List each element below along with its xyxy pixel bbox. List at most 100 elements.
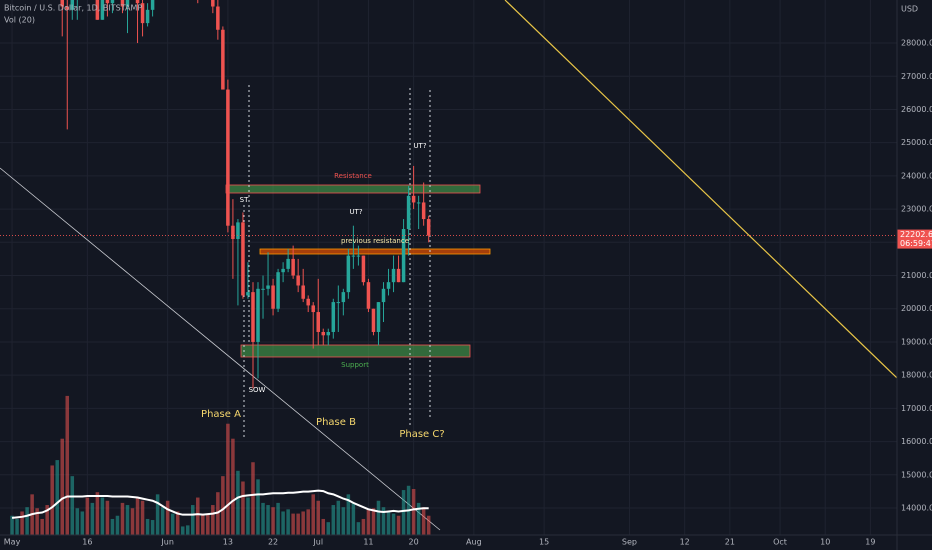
volume-bar [411, 488, 416, 535]
x-tick-label: 22 [268, 538, 278, 547]
candle-body [236, 222, 240, 239]
candle-body [231, 225, 235, 239]
y-tick-label: 19000.00 [901, 337, 932, 346]
y-tick-label: 24000.00 [901, 171, 932, 180]
x-tick-label: 19 [865, 538, 875, 547]
volume-bar [201, 513, 205, 535]
volume-bar [341, 507, 346, 535]
volume-bar [266, 505, 270, 535]
candle-body [120, 0, 125, 7]
volume-bar [65, 395, 70, 535]
volume-bar [336, 500, 341, 535]
annotation: SOW [249, 386, 266, 394]
candle-body [105, 0, 110, 4]
resistance-zone [225, 184, 481, 194]
drawings [0, 0, 897, 531]
volume-bar [110, 518, 115, 535]
candle-body [411, 195, 416, 203]
annotation: Support [341, 361, 369, 369]
x-tick-label: 13 [223, 538, 233, 547]
volume-bar [246, 497, 250, 535]
candle-body [311, 305, 315, 313]
candle-body [70, 0, 75, 10]
candle-body [95, 0, 100, 20]
candle-body [296, 275, 300, 286]
y-tick-label: 23000.00 [901, 205, 932, 214]
candle-body [211, 0, 215, 7]
volume-bar [356, 522, 361, 535]
candle-body [291, 258, 295, 276]
volume-bar [291, 513, 295, 535]
volume-bar [256, 479, 260, 535]
candle-body [301, 285, 305, 299]
x-tick-label: 16 [82, 538, 92, 547]
y-tick-label: 27000.00 [901, 72, 932, 81]
volume-bar [90, 502, 95, 535]
volume-bar [45, 505, 49, 535]
volume-bar [396, 515, 401, 535]
volume-bar [251, 462, 255, 535]
candle-body [361, 255, 366, 283]
countdown-label: 06:59:47 [900, 239, 932, 248]
volume-bar [180, 526, 185, 535]
volume-bar [306, 509, 310, 535]
volume-bar [316, 500, 320, 535]
volume-bar [321, 518, 326, 535]
volume-bar [376, 500, 381, 535]
candle-body [125, 0, 130, 7]
volume-bar [381, 507, 386, 535]
indicator-label: Vol (20) [4, 16, 35, 25]
y-tick-label: 21000.00 [901, 271, 932, 280]
volume-bar [55, 460, 59, 535]
annotation: Phase C? [399, 429, 444, 440]
candle-body [426, 219, 431, 236]
candle-body [226, 89, 230, 226]
volume-bar [226, 423, 230, 535]
candle-body [266, 285, 270, 289]
x-tick-label: Oct [773, 538, 787, 547]
volume-bar [216, 492, 220, 535]
last-price-label: 22202.63 [900, 230, 932, 239]
y-tick-label: 15000.00 [901, 470, 932, 479]
volume-bar [105, 500, 110, 535]
volume-bar [326, 522, 331, 535]
volume-bar [236, 470, 240, 535]
x-tick-label: 10 [820, 538, 830, 547]
candle-body [366, 282, 371, 309]
volume-bar [426, 515, 431, 535]
candle-body [321, 331, 326, 336]
volume-bar [366, 509, 371, 535]
trend-line [504, 0, 897, 379]
candle-body [416, 202, 421, 204]
candle-body [135, 0, 140, 4]
y-tick-label: 26000.00 [901, 105, 932, 114]
volume-bar [50, 465, 54, 535]
marks [0, 0, 897, 535]
candle-body [65, 6, 70, 10]
volume-bar [35, 508, 39, 535]
x-tick-label: Jul [312, 538, 323, 547]
volume-bar [211, 505, 215, 535]
volume-bar [20, 511, 24, 535]
volume-bar [261, 502, 265, 535]
volume-bar [85, 497, 90, 535]
volume-bar [165, 500, 170, 535]
volume-bar [120, 502, 125, 535]
volume-bar [80, 511, 85, 535]
candle-body [246, 292, 250, 296]
candle-body [316, 312, 320, 332]
candle-body [216, 6, 220, 30]
volume-bar [276, 502, 280, 535]
candle-body [331, 302, 336, 332]
x-tick-label: 12 [680, 538, 690, 547]
candle-body [336, 302, 341, 304]
candle-body [386, 282, 391, 289]
currency-label: USD [901, 5, 918, 14]
volume-bar [25, 507, 29, 535]
candle-body [150, 0, 155, 10]
volume-bar [100, 497, 105, 535]
y-tick-label: 16000.00 [901, 437, 932, 446]
y-tick-label: 28000.00 [901, 39, 932, 48]
labels: 14000.00 15000.00 16000.00 17000.00 18000.00… [4, 39, 932, 547]
candle-body [306, 298, 310, 306]
